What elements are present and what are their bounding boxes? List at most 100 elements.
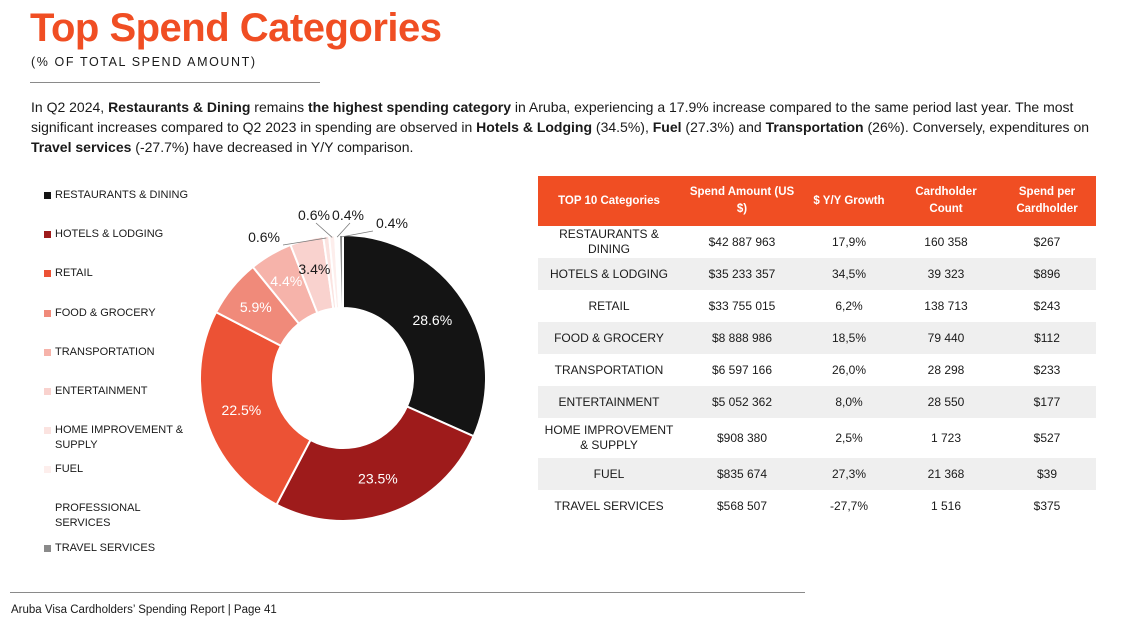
table-cell: 79 440 <box>894 322 998 354</box>
column-header: Spend Amount (US $) <box>680 176 804 226</box>
table-cell: 1 516 <box>930 498 962 513</box>
legend-swatch <box>44 349 51 356</box>
table-cell: $39 <box>998 458 1096 490</box>
legend-label: FOOD & GROCERY <box>55 307 156 319</box>
table-cell: $908 380 <box>716 430 768 445</box>
legend-item: RESTAURANTS & DINING <box>44 188 195 203</box>
table-cell: TRAVEL SERVICES <box>554 498 664 513</box>
table-cell: 27,3% <box>804 458 894 490</box>
legend-swatch <box>44 270 51 277</box>
table-cell: RESTAURANTS & DINING <box>559 227 659 256</box>
table-cell: 138 713 <box>924 298 968 313</box>
legend-item: TRANSPORTATION <box>44 345 195 360</box>
slice-label: 22.5% <box>222 402 262 418</box>
table-cell: 1 723 <box>930 430 962 445</box>
legend-label: HOTELS & LODGING <box>55 228 164 240</box>
leader-line <box>336 222 351 238</box>
table-cell: 6,2% <box>835 298 863 313</box>
table-cell: 18,5% <box>804 322 894 354</box>
legend-label: RETAIL <box>55 267 93 279</box>
table-row: RESTAURANTS & DINING $42 887 963 17,9% 160 … <box>538 226 1096 258</box>
legend-label: HOME IMPROVEMENT & SUPPLY <box>55 424 184 451</box>
leader-line <box>340 230 374 238</box>
table-cell: $896 <box>998 258 1096 290</box>
table-cell: 28 298 <box>927 362 965 377</box>
table-row: FUEL $835 674 27,3% 21 368 $39 <box>538 458 1096 490</box>
column-header: Cardholder Count <box>894 176 998 226</box>
table-cell: 26,0% <box>831 362 867 377</box>
table-cell: $835 674 <box>680 458 804 490</box>
footer-text: Aruba Visa Cardholders’ Spending Report … <box>11 604 277 616</box>
table-cell: $568 507 <box>716 498 768 513</box>
table-row: RETAIL $33 755 015 6,2% 138 713 $243 <box>538 290 1096 322</box>
table-cell: $5 052 362 <box>680 386 804 418</box>
legend-swatch <box>44 505 51 512</box>
table-cell: -27,7% <box>829 498 869 513</box>
donut-slice <box>337 233 344 310</box>
legend-swatch <box>44 231 51 238</box>
table-cell: 8,0% <box>804 386 894 418</box>
legend-label: TRAVEL SERVICES <box>55 542 156 554</box>
table-cell: RETAIL <box>588 298 630 313</box>
legend-swatch <box>44 310 51 317</box>
table-row: HOTELS & LODGING $35 233 357 34,5% 39 323 $8… <box>538 258 1096 290</box>
legend-label: RESTAURANTS & DINING <box>55 189 189 201</box>
donut-slice <box>342 233 487 438</box>
legend-swatch <box>44 388 51 395</box>
table-row: TRAVEL SERVICES $568 507 -27,7% 1 516 $375 <box>538 490 1096 522</box>
table-cell: TRANSPORTATION <box>554 362 664 377</box>
table-cell: HOTELS & LODGING <box>538 258 680 290</box>
slice-label: 0.4% <box>332 207 364 223</box>
slice-label: 0.4% <box>376 215 408 231</box>
table-row: ENTERTAINMENT $5 052 362 8,0% 28 550 $177 <box>538 386 1096 418</box>
table-cell: $243 <box>1033 298 1061 313</box>
footer-divider <box>10 592 805 593</box>
table-cell: $35 233 357 <box>680 258 804 290</box>
table-cell: $42 887 963 <box>708 234 776 249</box>
table-cell: FOOD & GROCERY <box>538 322 680 354</box>
table-cell: ENTERTAINMENT <box>538 386 680 418</box>
legend-item: PROFESSIONAL SERVICES <box>44 501 195 531</box>
table-cell: HOME IMPROVEMENT & SUPPLY <box>544 423 674 452</box>
slice-label: 28.6% <box>412 312 452 328</box>
legend-item: HOTELS & LODGING <box>44 227 195 242</box>
slice-label: 4.4% <box>270 273 302 289</box>
table-cell: 39 323 <box>894 258 998 290</box>
donut-slice <box>199 310 312 506</box>
slice-label: 5.9% <box>240 299 272 315</box>
legend-swatch <box>44 192 51 199</box>
column-header: Spend per Cardholder <box>998 176 1096 226</box>
table-row: FOOD & GROCERY $8 888 986 18,5% 79 440 $112 <box>538 322 1096 354</box>
table-cell: $33 755 015 <box>708 298 776 313</box>
leader-line <box>315 222 333 238</box>
table-row: HOME IMPROVEMENT & SUPPLY $908 380 2,5% 1 7… <box>538 418 1096 458</box>
legend-item: ENTERTAINMENT <box>44 384 195 399</box>
donut-slice <box>275 405 475 522</box>
table-cell: 28 550 <box>894 386 998 418</box>
legend-item: TRAVEL SERVICES <box>44 541 195 556</box>
table-cell: 17,9% <box>831 234 867 249</box>
legend-label: TRANSPORTATION <box>55 346 155 358</box>
table-cell: $177 <box>998 386 1096 418</box>
table-cell: 160 358 <box>924 234 968 249</box>
leader-line <box>282 237 327 246</box>
legend-item: HOME IMPROVEMENT & SUPPLY <box>44 423 195 453</box>
legend-item: FOOD & GROCERY <box>44 306 195 321</box>
table-cell: $112 <box>998 322 1096 354</box>
column-header: TOP 10 Categories <box>538 176 680 226</box>
table-header-row: TOP 10 Categories Spend Amount (US $) $ … <box>538 176 1096 226</box>
legend-swatch <box>44 545 51 552</box>
legend-item: FUEL <box>44 462 195 477</box>
legend-label: ENTERTAINMENT <box>55 385 148 397</box>
legend-label: FUEL <box>55 463 84 475</box>
legend-swatch <box>44 427 51 434</box>
legend-item: RETAIL <box>44 266 195 281</box>
table-cell: FUEL <box>538 458 680 490</box>
table-cell: $375 <box>1033 498 1061 513</box>
table-cell: 34,5% <box>804 258 894 290</box>
slice-label: 23.5% <box>358 471 398 487</box>
table-cell: $233 <box>1033 362 1061 377</box>
table-cell: 2,5% <box>835 430 863 445</box>
table-cell: $267 <box>1033 234 1061 249</box>
page-title: Top Spend Categories <box>30 6 442 50</box>
